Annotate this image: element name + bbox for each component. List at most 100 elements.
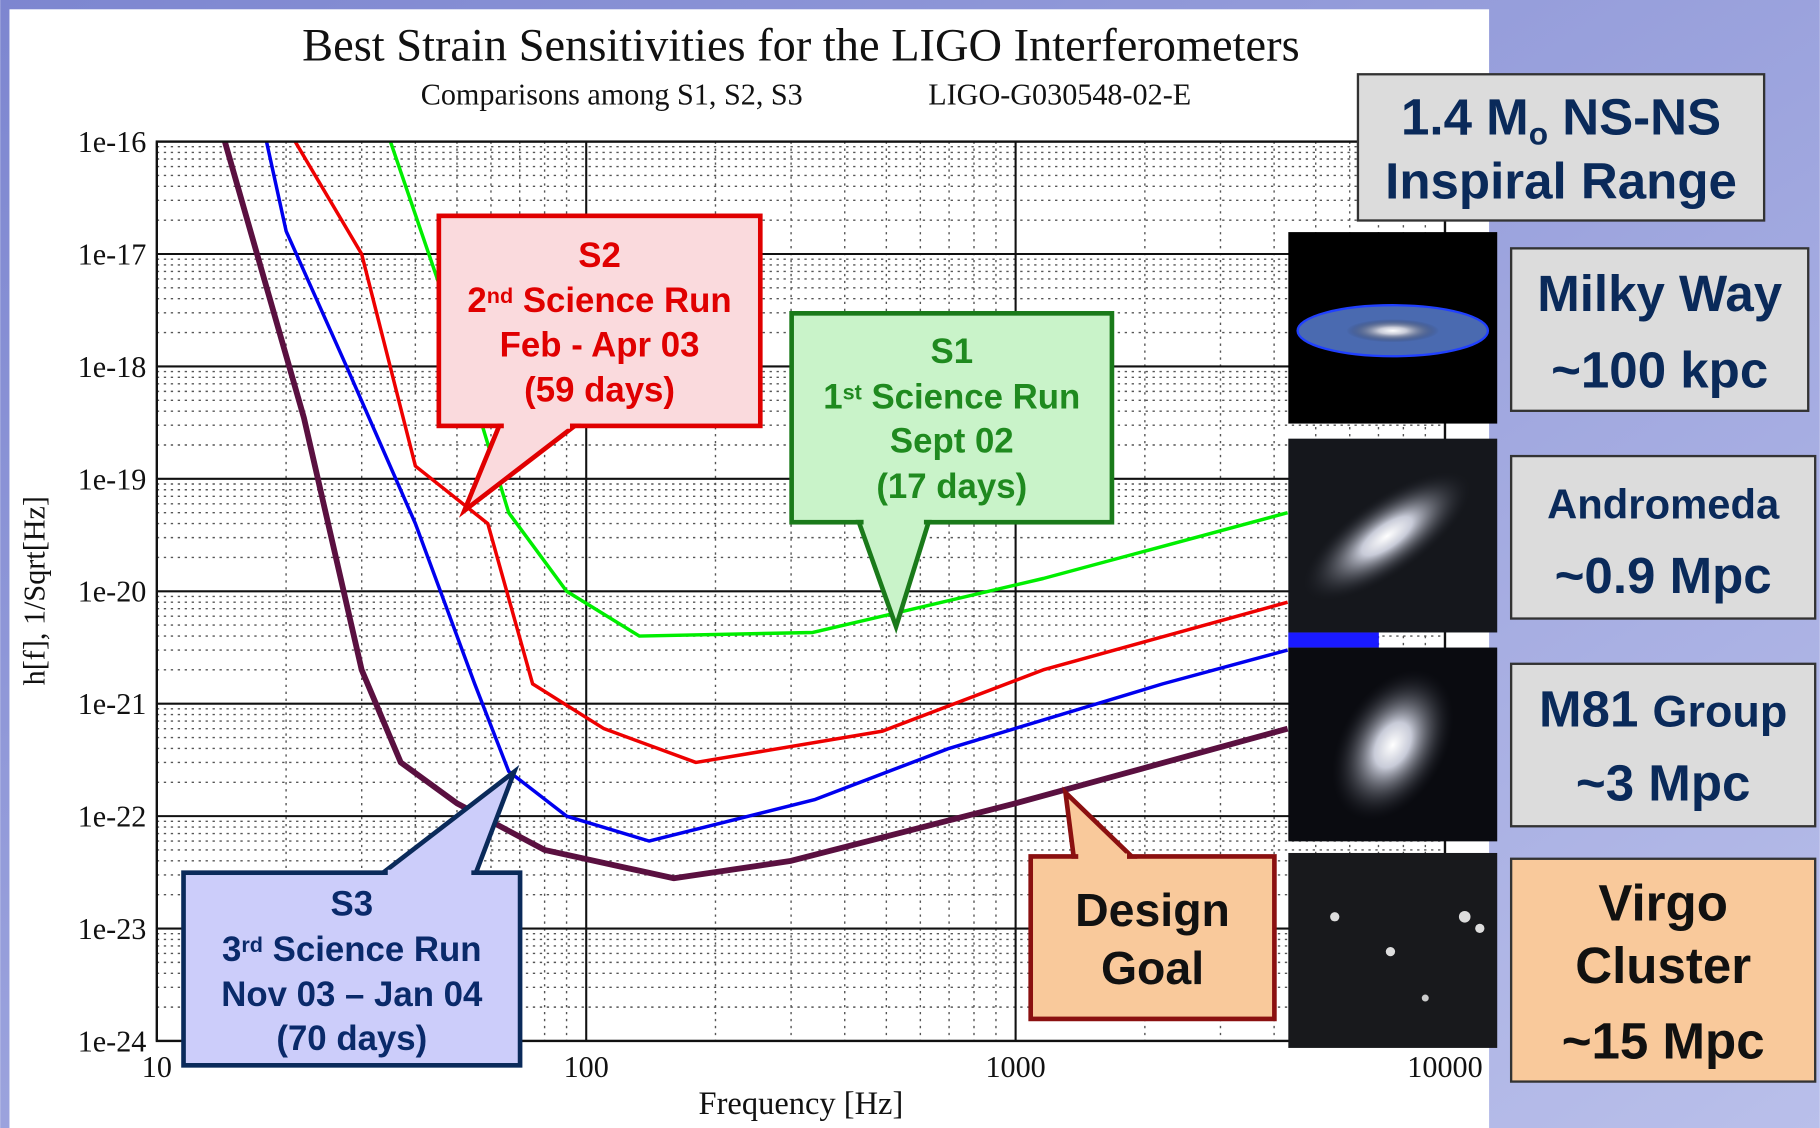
- range-text: Andromeda: [1547, 481, 1780, 528]
- range-text: ~3 Mpc: [1576, 755, 1750, 812]
- curve-overlap: [1288, 632, 1379, 648]
- text-segment: ~15 Mpc: [1562, 1012, 1765, 1069]
- y-tick-label: 1e-17: [78, 237, 147, 271]
- text-segment: 3: [222, 930, 241, 969]
- callout-text: Design: [1075, 884, 1230, 936]
- callout-text: Goal: [1101, 942, 1204, 994]
- x-axis-label: Frequency [Hz]: [699, 1086, 904, 1122]
- y-tick-label: 1e-19: [78, 462, 147, 496]
- range-text: ~100 kpc: [1551, 342, 1768, 399]
- text-segment: Sept 02: [890, 422, 1014, 461]
- text-segment: Andromeda: [1547, 481, 1780, 528]
- callout-text: Nov 03 – Jan 04: [221, 975, 483, 1014]
- text-segment: S2: [578, 236, 621, 275]
- range-text: Milky Way: [1537, 265, 1783, 322]
- document-id: LIGO-G030548-02-E: [928, 77, 1191, 111]
- range-box: [1509, 454, 1817, 620]
- text-segment: ~0.9 Mpc: [1555, 547, 1772, 604]
- text-segment: Science Run: [862, 377, 1081, 416]
- callout-text: (17 days): [876, 467, 1027, 506]
- y-tick-label: 1e-20: [78, 575, 147, 609]
- text-segment: Design: [1075, 884, 1230, 936]
- y-tick-label: 1e-21: [78, 687, 147, 721]
- callout-text: 2nd Science Run: [467, 281, 731, 320]
- callout-text: 3rd Science Run: [222, 930, 481, 969]
- grid: [155, 140, 1447, 1043]
- x-tick-label: 100: [564, 1050, 609, 1084]
- text-segment: 1.4 M: [1401, 89, 1529, 146]
- text-segment: (70 days): [276, 1019, 427, 1058]
- star: [1475, 923, 1485, 934]
- chart-title: Best Strain Sensitivities for the LIGO I…: [302, 20, 1299, 71]
- callout-box: [436, 213, 763, 429]
- text-segment: ~100 kpc: [1551, 342, 1768, 399]
- m81-galaxy: [1331, 669, 1454, 821]
- callout-text: (70 days): [276, 1019, 427, 1058]
- callout-box: [1028, 854, 1277, 1022]
- range-box: [1509, 662, 1817, 828]
- text-segment: Goal: [1101, 942, 1204, 994]
- plot-lines: [222, 141, 1289, 882]
- text-segment: 2: [467, 281, 486, 320]
- y-tick-label: 1e-23: [78, 912, 147, 946]
- star: [1385, 946, 1396, 957]
- x-tick-label: 10000: [1407, 1050, 1482, 1084]
- range-heading: Inspiral Range: [1385, 152, 1737, 209]
- text-segment: Inspiral Range: [1385, 152, 1737, 209]
- text-segment: Nov 03 – Jan 04: [221, 975, 483, 1014]
- range-heading: 1.4 Mo NS-NS: [1401, 89, 1721, 152]
- x-tick-label: 10: [142, 1050, 172, 1084]
- range-text: M81 Group: [1539, 680, 1787, 737]
- text-segment: Science Run: [263, 930, 482, 969]
- text-segment: Group: [1653, 685, 1788, 736]
- text-segment: rd: [241, 932, 263, 957]
- star: [1330, 912, 1340, 922]
- text-segment: nd: [487, 283, 513, 308]
- callout-text: S1: [930, 332, 973, 371]
- andromeda-galaxy: [1303, 471, 1471, 601]
- range-text: ~15 Mpc: [1562, 1012, 1765, 1069]
- text-segment: Virgo: [1598, 874, 1728, 931]
- callout-text: S2: [578, 236, 621, 275]
- text-segment: NS-NS: [1548, 89, 1721, 146]
- star: [1458, 910, 1471, 923]
- range-box: [1509, 857, 1817, 1083]
- text-segment: Feb - Apr 03: [500, 325, 700, 364]
- text-segment: Science Run: [513, 281, 732, 320]
- series-line: [293, 141, 1289, 765]
- callout-box: [789, 311, 1115, 525]
- callout-text: 1st Science Run: [823, 377, 1080, 416]
- milky-way-core: [1346, 319, 1440, 343]
- text-segment: (17 days): [876, 467, 1027, 506]
- range-text: Cluster: [1575, 937, 1751, 994]
- chart-subtitle: Comparisons among S1, S2, S3: [421, 77, 803, 111]
- text-segment: (59 days): [524, 371, 675, 410]
- callout-text: S3: [331, 885, 374, 924]
- series-line: [264, 141, 1289, 843]
- callouts: S2 2nd Science Run Feb - Apr 03 (59 days) S1…: [181, 213, 1277, 1068]
- series-line: [222, 141, 1289, 882]
- ticks: 10 100 1000 10000 1e-16 1e-17 1e-18 1e-19 1e-20 1…: [78, 125, 1483, 1084]
- callout-box: [181, 870, 523, 1068]
- text-segment: Milky Way: [1537, 265, 1783, 322]
- range-heading-box: [1356, 73, 1766, 222]
- text-segment: 1: [823, 377, 842, 416]
- y-tick-label: 1e-24: [78, 1024, 147, 1058]
- galaxy-images: [1288, 232, 1498, 1048]
- y-axis-label: h[f], 1/Sqrt[Hz]: [17, 496, 51, 685]
- range-box: [1509, 247, 1810, 412]
- text-segment: S3: [331, 885, 374, 924]
- x-tick-label: 1000: [985, 1050, 1045, 1084]
- callout-text: Feb - Apr 03: [500, 325, 700, 364]
- text-segment: st: [843, 380, 862, 405]
- callout-text: Sept 02: [890, 422, 1014, 461]
- range-text: ~0.9 Mpc: [1555, 547, 1772, 604]
- text-segment: M81: [1539, 680, 1653, 737]
- text-segment: o: [1529, 115, 1548, 151]
- text-segment: S1: [930, 332, 973, 371]
- y-tick-label: 1e-22: [78, 800, 147, 834]
- text-segment: ~3 Mpc: [1576, 755, 1750, 812]
- star: [1421, 994, 1429, 1002]
